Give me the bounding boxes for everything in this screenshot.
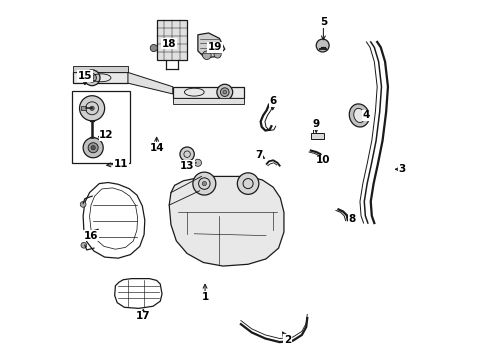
Circle shape — [80, 96, 104, 121]
Text: 10: 10 — [316, 155, 330, 165]
Text: 11: 11 — [113, 159, 128, 169]
Circle shape — [81, 242, 86, 248]
Bar — [81, 106, 86, 111]
Text: 18: 18 — [162, 39, 176, 49]
Ellipse shape — [348, 104, 368, 127]
Bar — [310, 133, 324, 139]
Ellipse shape — [353, 108, 364, 122]
Text: 4: 4 — [362, 111, 369, 121]
Circle shape — [202, 51, 211, 59]
Text: 13: 13 — [180, 161, 194, 171]
Circle shape — [80, 202, 86, 207]
Circle shape — [83, 138, 103, 158]
Text: 17: 17 — [136, 311, 150, 321]
Text: 19: 19 — [207, 42, 222, 52]
Circle shape — [88, 73, 96, 82]
Text: 14: 14 — [149, 143, 163, 153]
Text: 1: 1 — [201, 292, 208, 302]
Bar — [73, 66, 128, 72]
Text: 3: 3 — [398, 164, 405, 174]
Circle shape — [194, 159, 201, 166]
Polygon shape — [169, 176, 284, 266]
Circle shape — [202, 181, 206, 186]
Circle shape — [214, 51, 221, 58]
Bar — [172, 98, 244, 104]
Polygon shape — [198, 33, 224, 58]
Bar — [72, 91, 129, 163]
Circle shape — [192, 172, 215, 195]
Text: 5: 5 — [319, 17, 326, 27]
Text: 15: 15 — [78, 71, 92, 81]
Circle shape — [90, 76, 94, 80]
Circle shape — [88, 143, 98, 153]
Circle shape — [91, 145, 95, 150]
Circle shape — [180, 147, 194, 161]
Circle shape — [150, 44, 157, 51]
Circle shape — [217, 84, 232, 100]
Circle shape — [223, 90, 226, 94]
Text: 7: 7 — [255, 150, 262, 160]
Text: 16: 16 — [83, 231, 98, 240]
Text: 12: 12 — [99, 130, 113, 140]
Circle shape — [316, 39, 328, 52]
Circle shape — [220, 88, 228, 96]
Bar — [156, 21, 187, 60]
Text: 8: 8 — [348, 215, 355, 224]
Polygon shape — [73, 72, 128, 83]
Circle shape — [90, 106, 94, 111]
Circle shape — [237, 173, 258, 194]
Text: 9: 9 — [312, 120, 319, 129]
Polygon shape — [172, 87, 244, 98]
Circle shape — [84, 70, 100, 86]
Text: 2: 2 — [284, 334, 290, 345]
Text: 6: 6 — [269, 96, 276, 106]
Polygon shape — [128, 72, 172, 94]
